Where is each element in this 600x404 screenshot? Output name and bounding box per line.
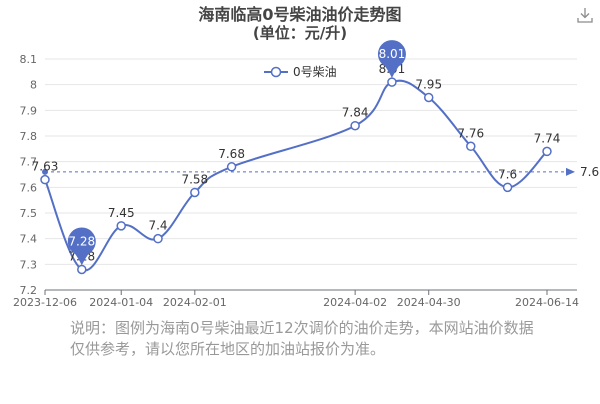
y-tick-label: 8.1 xyxy=(20,53,38,66)
average-line-start xyxy=(42,168,48,175)
data-point xyxy=(466,141,476,152)
data-label: 7.84 xyxy=(342,106,369,120)
data-label: 7.4 xyxy=(148,219,167,233)
x-tick-label: 2024-06-14 xyxy=(515,296,579,309)
mark-pin-label: 7.28 xyxy=(68,234,95,248)
mark-pin-head xyxy=(377,40,406,69)
data-points xyxy=(40,77,552,275)
mark-pin-label: 8.01 xyxy=(379,47,406,61)
legend-marker xyxy=(270,66,282,78)
average-line: 7.6 xyxy=(42,165,599,179)
x-tick-label: 2024-04-02 xyxy=(323,296,387,309)
average-line-label: 7.6 xyxy=(580,165,599,179)
data-label: 7.63 xyxy=(32,160,59,174)
data-point xyxy=(77,264,87,275)
series-line xyxy=(44,79,548,272)
data-label: 7.76 xyxy=(457,126,484,140)
y-tick-label: 7.4 xyxy=(20,233,38,246)
y-tick-label: 7.7 xyxy=(20,156,38,169)
x-tick-label: 2024-04-30 xyxy=(397,296,461,309)
download-icon[interactable] xyxy=(576,6,594,24)
chart-title: 海南临高0号柴油油价走势图 xyxy=(198,5,401,24)
x-tick-label: 2023-12-06 xyxy=(13,296,77,309)
y-tick-label: 8 xyxy=(30,79,37,92)
data-label: 7.74 xyxy=(534,131,561,145)
data-label: 7.45 xyxy=(108,206,135,220)
data-label: 7.6 xyxy=(498,167,517,181)
data-point xyxy=(190,187,200,198)
data-point xyxy=(350,120,360,131)
chart-subtitle: (单位：元/升) xyxy=(253,24,347,42)
data-point xyxy=(226,162,237,172)
series-line-path xyxy=(44,79,548,272)
y-tick-label: 7.8 xyxy=(20,130,38,143)
mark-pin-head xyxy=(67,227,96,256)
x-tick-label: 2024-01-04 xyxy=(89,296,153,309)
data-point xyxy=(153,233,163,244)
average-line-arrow xyxy=(566,167,575,176)
data-point xyxy=(502,182,513,193)
y-tick-label: 7.9 xyxy=(20,104,38,117)
data-point xyxy=(40,174,50,185)
chart-note: 说明：图例为海南0号柴油最近12次调价的油价走势，本网站油价数据仅供参考，请以您… xyxy=(70,319,534,358)
legend-label: 0号柴油 xyxy=(293,65,337,79)
y-axis: 7.2 7.3 7.4 7.5 7.6 7.7 7.8 7.9 8 8.1 xyxy=(20,53,38,297)
legend[interactable]: 0号柴油 xyxy=(264,65,337,79)
y-tick-label: 7.6 xyxy=(20,181,38,194)
y-tick-label: 7.5 xyxy=(20,207,38,220)
data-point xyxy=(387,77,397,87)
mark-points: 8.01 7.28 xyxy=(67,40,406,266)
data-label: 7.58 xyxy=(181,172,208,186)
y-tick-label: 7.2 xyxy=(20,284,38,297)
data-label: 7.68 xyxy=(218,147,245,161)
gridlines xyxy=(45,58,577,291)
data-point xyxy=(423,92,434,103)
data-point xyxy=(116,221,126,231)
data-label: 7.95 xyxy=(415,78,442,92)
data-labels: 7.637.287.457.47.587.687.848.017.957.767… xyxy=(32,62,561,263)
x-tick-label: 2024-02-01 xyxy=(163,296,227,309)
y-tick-label: 7.3 xyxy=(20,258,38,271)
data-point xyxy=(542,146,552,157)
x-axis: 2023-12-06 2024-01-04 2024-02-01 2024-04-02… xyxy=(13,289,579,309)
